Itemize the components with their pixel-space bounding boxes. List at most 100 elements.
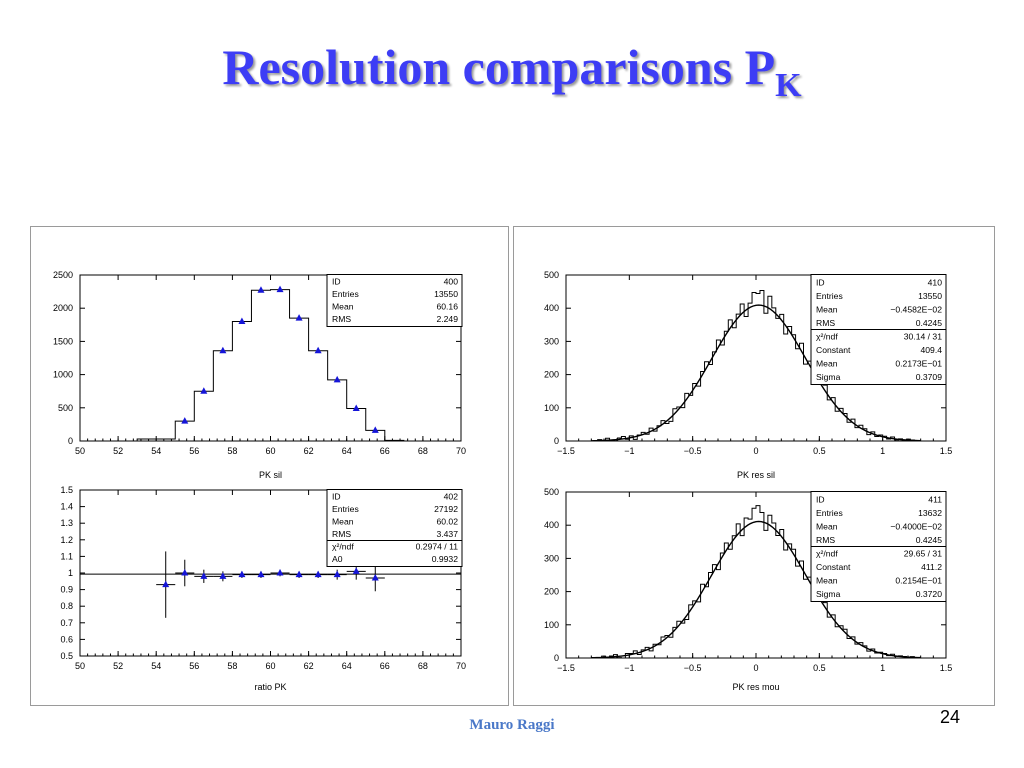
stats-label: RMS — [332, 529, 351, 539]
stats-value: 2.249 — [436, 314, 458, 324]
stats-value: 0.4245 — [916, 318, 943, 328]
x-tick-label: 1.5 — [940, 446, 953, 456]
stats-box — [326, 489, 463, 567]
stats-value: 410 — [928, 278, 943, 288]
y-tick-label: 500 — [544, 487, 559, 497]
stats-label: RMS — [816, 535, 835, 545]
data-point — [333, 570, 341, 578]
slide-number: 24 — [940, 707, 961, 727]
y-tick-label: 0 — [554, 653, 559, 663]
stats-value: 30.14 / 31 — [904, 332, 942, 342]
y-tick-label: 0.5 — [60, 651, 73, 661]
x-tick-label: 1 — [880, 446, 885, 456]
stats-label: Mean — [816, 359, 838, 369]
data-point — [257, 570, 265, 578]
x-tick-label: 0 — [753, 663, 758, 673]
stats-value: 0.2173E−01 — [895, 359, 942, 369]
stats-value: 60.02 — [436, 517, 458, 527]
x-tick-label: −1 — [624, 663, 634, 673]
y-tick-label: 200 — [544, 370, 559, 380]
data-point — [276, 569, 284, 576]
y-tick-label: 1.2 — [60, 535, 73, 545]
footer-author: Mauro Raggi — [469, 717, 555, 733]
data-marker — [219, 346, 227, 354]
pk-res-sil-plot: −1.5 −1 −0.5 0 0.5 1 1.5 0 100 200 300 400 500 PK res… — [544, 270, 952, 480]
y-tick-label: 1 — [68, 568, 73, 578]
stats-label: Constant — [816, 345, 851, 355]
x-tick-label: 60 — [265, 661, 275, 671]
stats-value: 0.3709 — [916, 372, 943, 382]
x-tick-label: 56 — [189, 661, 199, 671]
y-tick-label: 1500 — [53, 336, 73, 346]
y-tick-label: 100 — [544, 620, 559, 630]
y-tick-label: 300 — [544, 336, 559, 346]
stats-value: 409.4 — [920, 345, 942, 355]
stats-label: ID — [816, 495, 825, 505]
x-tick-label: 68 — [418, 661, 428, 671]
x-axis-label: PK sil — [259, 470, 282, 480]
stats-value: 3.437 — [436, 529, 458, 539]
stats-label: ID — [816, 278, 825, 288]
x-tick-label: 62 — [304, 661, 314, 671]
x-tick-label: 58 — [227, 446, 237, 456]
data-marker — [333, 375, 341, 383]
y-tick-label: 400 — [544, 303, 559, 313]
stats-label: Entries — [332, 504, 359, 514]
data-marker — [352, 404, 360, 411]
x-tick-label: 70 — [456, 446, 466, 456]
data-marker — [276, 285, 284, 293]
x-tick-label: 62 — [304, 446, 314, 456]
y-tick-label: 0.7 — [60, 618, 73, 628]
data-marker — [238, 317, 246, 324]
histogram-outline — [597, 289, 915, 442]
x-tick-label: 52 — [113, 661, 123, 671]
x-tick-label: 1.5 — [940, 663, 953, 673]
left-panel-svg: 50 52 54 56 58 60 62 64 66 68 70 0 500 1000 1500 2000 25… — [53, 270, 466, 692]
y-tick-label: 2500 — [53, 270, 73, 280]
data-point — [200, 572, 208, 579]
data-marker — [200, 387, 208, 394]
stats-label: Entries — [332, 289, 359, 299]
stats-value: 411.2 — [921, 562, 942, 572]
x-tick-label: 0.5 — [813, 663, 826, 673]
x-tick-label: 0 — [753, 446, 758, 456]
y-tick-label: 200 — [544, 587, 559, 597]
data-point — [314, 570, 322, 578]
right-plot-panel: −1.5 −1 −0.5 0 0.5 1 1.5 0 100 200 300 400 500 PK res… — [513, 226, 995, 706]
stats-label: Mean — [816, 576, 838, 586]
histogram-outline — [597, 505, 915, 659]
data-point — [181, 569, 189, 576]
x-tick-label: −0.5 — [684, 446, 702, 456]
stats-label: RMS — [332, 314, 351, 324]
y-tick-label: 0.6 — [60, 634, 73, 644]
stats-label: Sigma — [816, 372, 841, 382]
slide-title: Resolution comparisons PK — [0, 38, 1024, 105]
y-tick-label: 0.9 — [60, 585, 73, 595]
data-point — [295, 570, 303, 578]
stats-value: 0.4245 — [916, 535, 943, 545]
pk-sil-plot: 50 52 54 56 58 60 62 64 66 68 70 0 500 1000 1500 2000 25… — [53, 270, 466, 480]
y-tick-label: 0.8 — [60, 601, 73, 611]
stats-label: ID — [332, 492, 341, 502]
stats-label: Mean — [332, 302, 354, 312]
gaussian-fit-curve — [591, 304, 921, 442]
y-tick-label: 500 — [58, 403, 73, 413]
y-tick-label: 300 — [544, 553, 559, 563]
gaussian-fit-curve — [591, 520, 921, 659]
data-marker — [314, 346, 322, 354]
stats-value: 60.16 — [436, 302, 458, 312]
x-tick-label: 52 — [113, 446, 123, 456]
x-tick-label: 50 — [75, 661, 85, 671]
stats-value: 0.9932 — [432, 554, 459, 564]
stats-value: 27192 — [434, 504, 458, 514]
y-tick-label: 500 — [544, 270, 559, 280]
stats-value: 13550 — [434, 289, 458, 299]
x-tick-label: 60 — [265, 446, 275, 456]
stats-label: ID — [332, 277, 341, 287]
stats-label: Constant — [816, 562, 851, 572]
x-tick-label: 58 — [227, 661, 237, 671]
x-axis-label: PK res sil — [737, 470, 775, 480]
x-tick-label: −1.5 — [557, 663, 575, 673]
y-tick-label: 1.3 — [60, 518, 73, 528]
y-tick-label: 1.5 — [60, 485, 73, 495]
